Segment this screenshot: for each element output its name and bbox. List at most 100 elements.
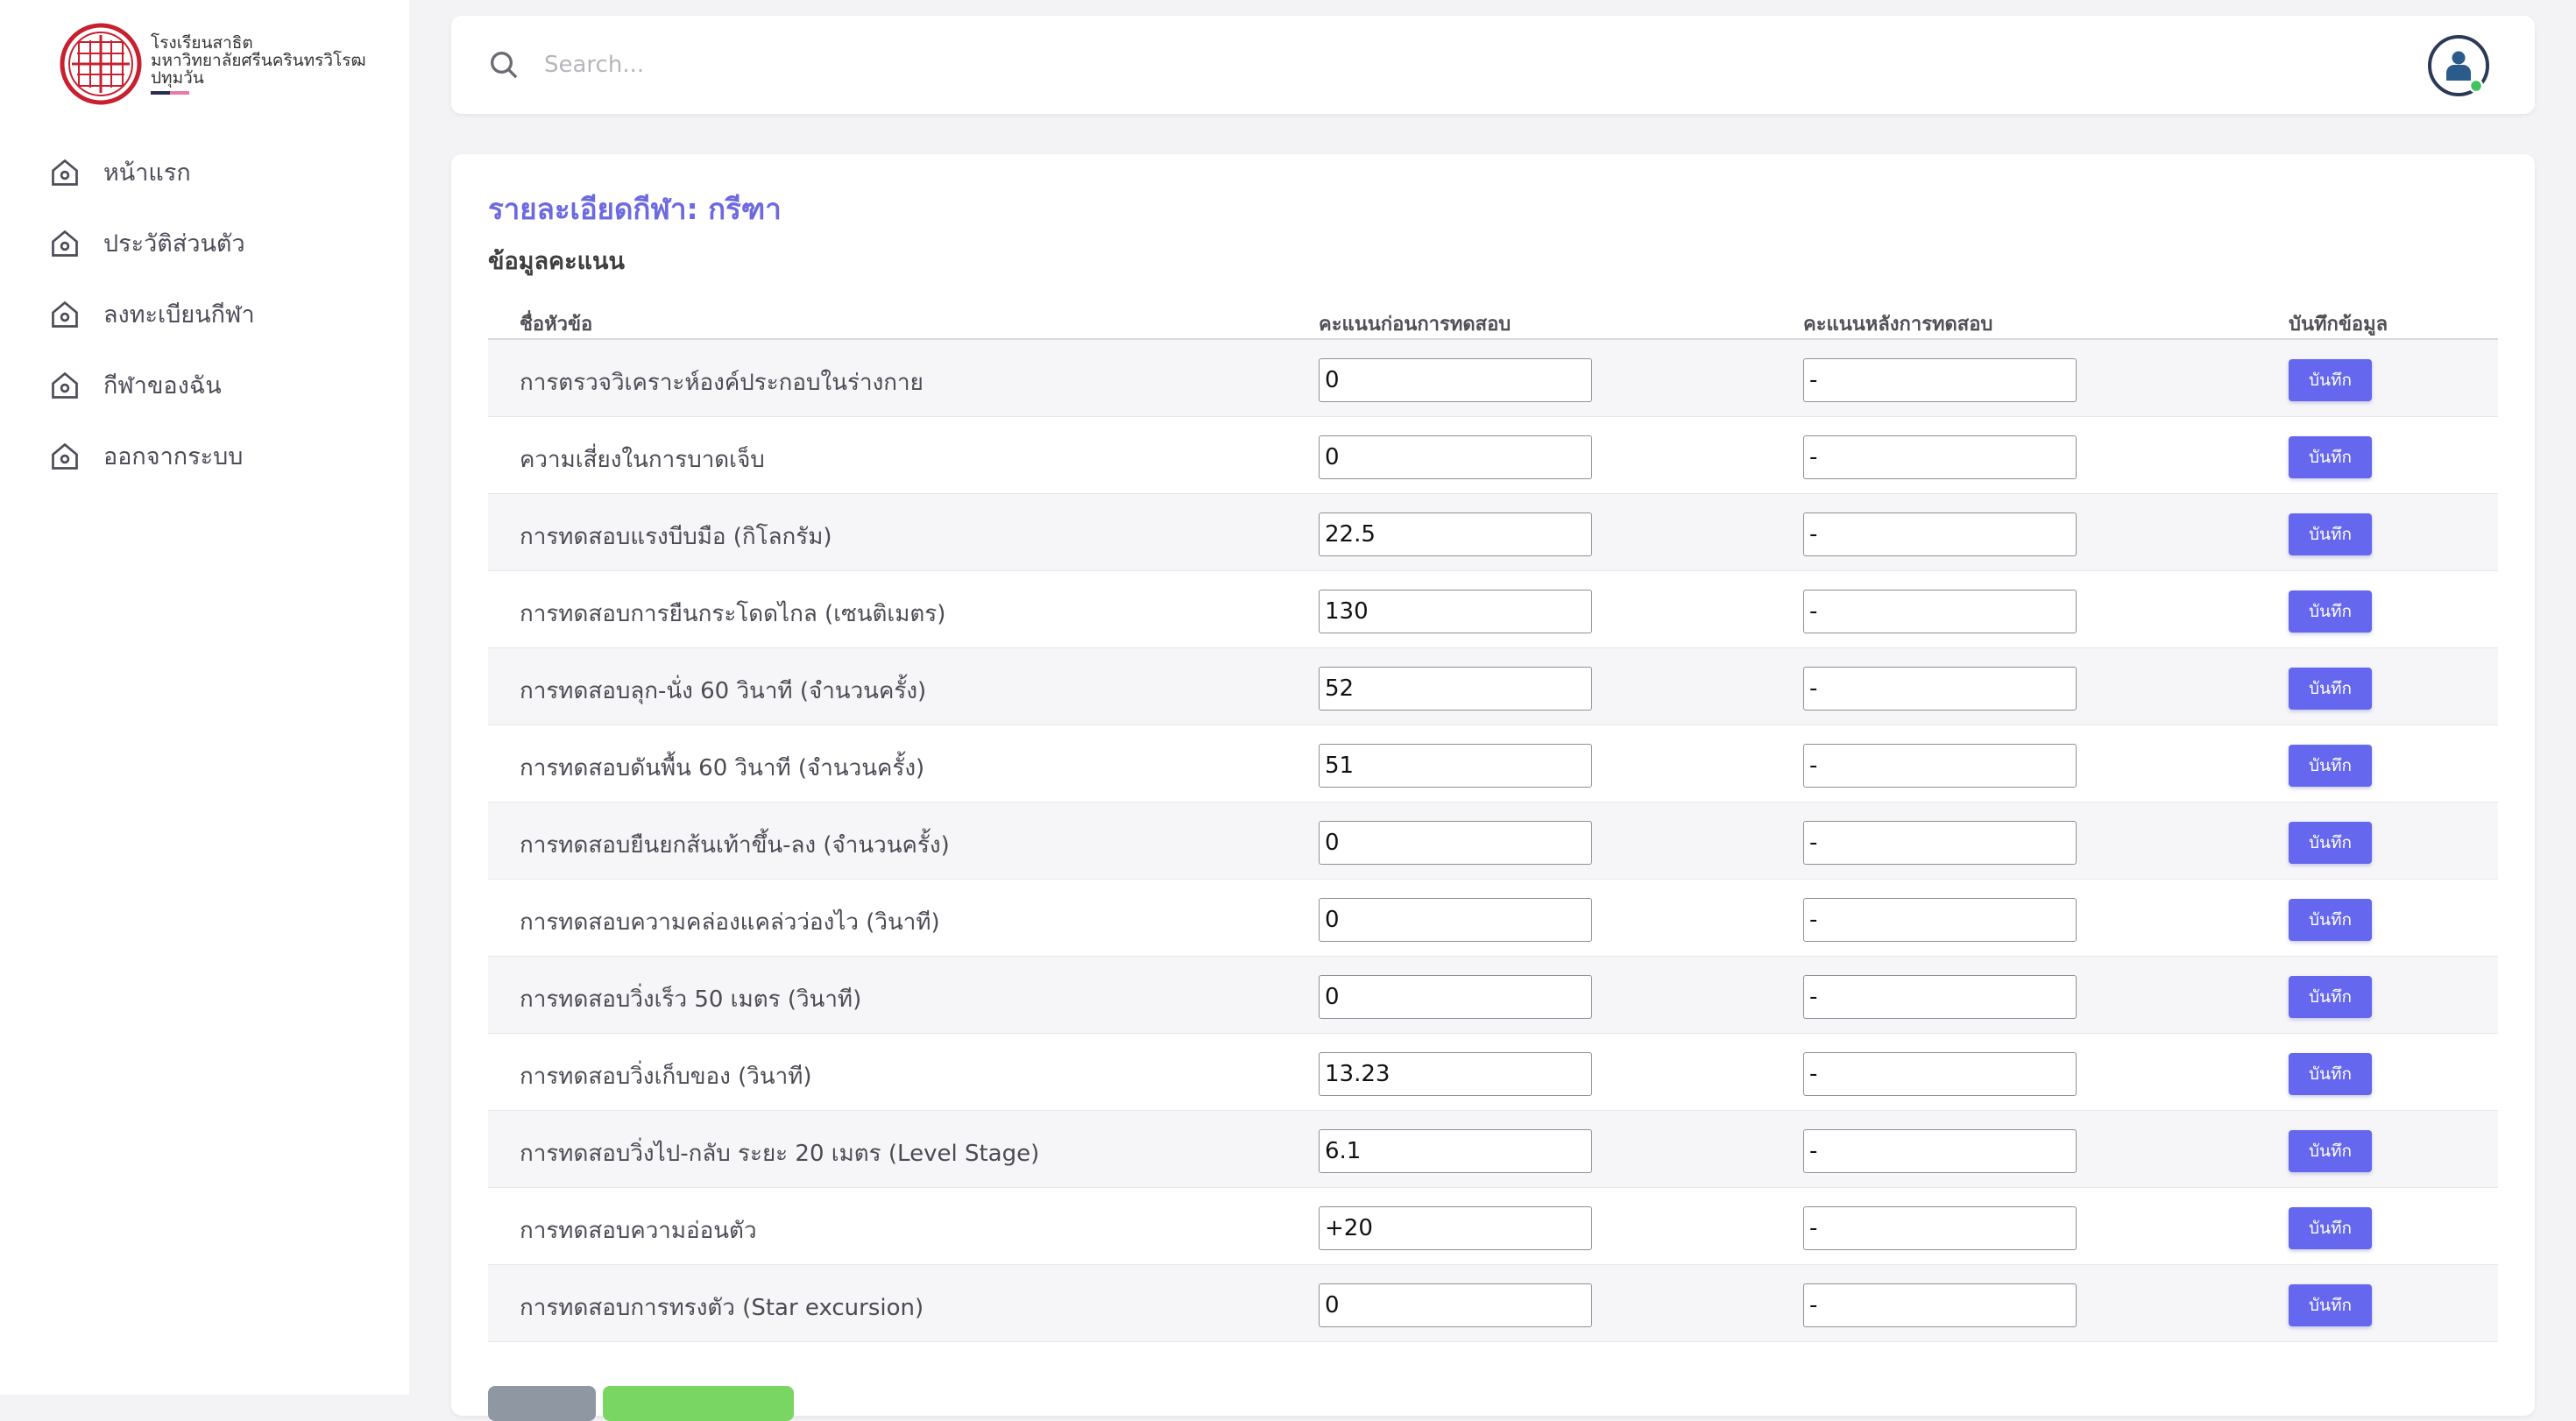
row-label: ความเสี่ยงในการบาดเจ็บ [520,447,765,473]
sidebar-nav: หน้าแรก ประวัติส่วนตัว ลงทะเบียนกีฬา กีฬ… [49,137,255,491]
pre-test-score-input[interactable] [1319,1206,1592,1250]
post-test-score-input[interactable] [1803,821,2077,865]
sidebar-item-label: ออกจากระบบ [103,443,244,470]
pre-test-score-input[interactable] [1319,975,1592,1019]
post-test-score-input[interactable] [1803,898,2077,942]
row-label: การทดสอบลุก-นั่ง 60 วินาที (จำนวนครั้ง) [520,678,927,704]
post-test-score-input[interactable] [1803,358,2077,402]
sidebar-item-profile[interactable]: ประวัติส่วนตัว [49,208,255,279]
table-row: การทดสอบการยืนกระโดดไกล (เซนติเมตร) บันทึ… [488,571,2498,648]
sidebar-item-label: กีฬาของฉัน [103,372,222,399]
post-test-score-input[interactable] [1803,1052,2077,1096]
school-name-line2: มหาวิทยาลัยศรีนครินทรวิโรฒ [151,50,366,70]
post-test-score-input[interactable] [1803,513,2077,556]
search-input[interactable] [544,40,1858,89]
post-test-score-input[interactable] [1803,975,2077,1019]
table-row: การทดสอบความคล่องแคล่วว่องไว (วินาที) บัน… [488,880,2498,957]
table-row: การตรวจวิเคราะห์องค์ประกอบในร่างกาย บันทึ… [488,340,2498,417]
table-body: การตรวจวิเคราะห์องค์ประกอบในร่างกายบันทึ… [488,340,2498,1342]
table-row: การทดสอบแรงบีบมือ (กิโลกรัม) บันทึก [488,494,2498,571]
save-button[interactable]: บันทึก [2289,668,2372,710]
save-button[interactable]: บันทึก [2289,899,2372,941]
user-avatar-icon[interactable] [2426,33,2493,100]
school-name: โรงเรียนสาธิต มหาวิทยาลัยศรีนครินทรวิโรฒ… [151,34,366,95]
table-row: การทดสอบดันพื้น 60 วินาที (จำนวนครั้ง) บั… [488,725,2498,802]
row-label: การทดสอบความอ่อนตัว [520,1218,757,1244]
pre-test-score-input[interactable] [1319,898,1592,942]
save-button[interactable]: บันทึก [2289,436,2372,478]
save-button[interactable]: บันทึก [2289,359,2372,401]
post-test-score-input[interactable] [1803,1129,2077,1173]
post-test-score-input[interactable] [1803,667,2077,710]
post-test-score-input[interactable] [1803,435,2077,479]
pre-test-score-input[interactable] [1319,590,1592,633]
table-row: การทดสอบวิ่งเก็บของ (วินาที) บันทึก [488,1034,2498,1111]
row-label: การทดสอบความคล่องแคล่วว่องไว (วินาที) [520,909,940,936]
school-name-line1: โรงเรียนสาธิต [151,32,253,53]
save-button[interactable]: บันทึก [2289,976,2372,1018]
pre-test-score-input[interactable] [1319,1283,1592,1327]
back-button[interactable] [488,1386,596,1421]
save-button[interactable]: บันทึก [2289,513,2372,555]
save-button[interactable]: บันทึก [2289,1284,2372,1326]
row-label: การตรวจวิเคราะห์องค์ประกอบในร่างกาย [520,370,924,396]
row-label: การทดสอบยืนยกส้นเท้าขึ้น-ลง (จำนวนครั้ง) [520,832,950,859]
pre-test-score-input[interactable] [1319,1129,1592,1173]
sidebar-item-label: ประวัติส่วนตัว [103,230,245,258]
post-test-score-input[interactable] [1803,1283,2077,1327]
post-test-score-input[interactable] [1803,1206,2077,1250]
pre-test-score-input[interactable] [1319,358,1592,402]
sidebar-item-my-sports[interactable]: กีฬาของฉัน [49,350,255,421]
save-button[interactable]: บันทึก [2289,590,2372,633]
home-icon [52,159,78,186]
sidebar-item-logout[interactable]: ออกจากระบบ [49,421,255,491]
post-test-score-input[interactable] [1803,590,2077,633]
search-icon[interactable] [486,47,521,82]
sidebar-item-label: หน้าแรก [103,159,191,187]
save-button[interactable]: บันทึก [2289,1207,2372,1249]
pre-test-score-input[interactable] [1319,821,1592,865]
section-subtitle: ข้อมูลคะแนน [488,248,625,275]
pre-test-score-input[interactable] [1319,1052,1592,1096]
save-button[interactable]: บันทึก [2289,822,2372,864]
header-pre-test: คะแนนก่อนการทดสอบ [1319,314,1511,336]
table-row: ความเสี่ยงในการบาดเจ็บ บันทึก [488,417,2498,494]
sport-detail-card: รายละเอียดกีฬา: กรีฑา ข้อมูลคะแนน ชื่อหั… [451,154,2535,1421]
save-button[interactable]: บันทึก [2289,1053,2372,1095]
pre-test-score-input[interactable] [1319,435,1592,479]
home-icon [52,442,78,470]
row-label: การทดสอบการยืนกระโดดไกล (เซนติเมตร) [520,601,946,627]
submit-button[interactable] [603,1386,794,1421]
save-button[interactable]: บันทึก [2289,1130,2372,1172]
save-button[interactable]: บันทึก [2289,745,2372,787]
top-bar [451,16,2535,114]
sidebar-item-home[interactable]: หน้าแรก [49,137,255,208]
header-post-test: คะแนนหลังการทดสอบ [1803,314,1993,336]
sidebar-item-register-sport[interactable]: ลงทะเบียนกีฬา [49,279,255,350]
table-header: ชื่อหัวข้อ คะแนนก่อนการทดสอบ คะแนนหลังกา… [488,296,2498,340]
row-label: การทดสอบดันพื้น 60 วินาที (จำนวนครั้ง) [520,755,925,781]
table-row: การทดสอบวิ่งไป-กลับ ระยะ 20 เมตร (Level … [488,1111,2498,1188]
header-save: บันทึกข้อมูล [2289,314,2388,336]
school-emblem-icon [60,23,142,105]
school-logo[interactable]: โรงเรียนสาธิต มหาวิทยาลัยศรีนครินทรวิโรฒ… [60,23,366,105]
row-label: การทดสอบวิ่งไป-กลับ ระยะ 20 เมตร (Level … [520,1141,1040,1167]
row-label: การทดสอบวิ่งเร็ว 50 เมตร (วินาที) [520,986,862,1013]
brand-color-bar [151,90,366,95]
pre-test-score-input[interactable] [1319,667,1592,710]
table-row: การทดสอบยืนยกส้นเท้าขึ้น-ลง (จำนวนครั้ง)… [488,802,2498,880]
home-icon [52,371,78,399]
home-icon [52,230,78,257]
score-table: ชื่อหัวข้อ คะแนนก่อนการทดสอบ คะแนนหลังกา… [488,296,2498,1342]
header-topic: ชื่อหัวข้อ [520,314,593,336]
post-test-score-input[interactable] [1803,744,2077,788]
sidebar: โรงเรียนสาธิต มหาวิทยาลัยศรีนครินทรวิโรฒ… [0,0,409,1395]
page-title: รายละเอียดกีฬา: กรีฑา [488,192,782,226]
table-row: การทดสอบลุก-นั่ง 60 วินาที (จำนวนครั้ง) บ… [488,648,2498,725]
pre-test-score-input[interactable] [1319,744,1592,788]
home-icon [52,300,78,328]
table-row: การทดสอบความอ่อนตัว บันทึก [488,1188,2498,1265]
pre-test-score-input[interactable] [1319,513,1592,556]
sidebar-item-label: ลงทะเบียนกีฬา [103,301,255,329]
table-row: การทดสอบวิ่งเร็ว 50 เมตร (วินาที) บันทึก [488,957,2498,1034]
